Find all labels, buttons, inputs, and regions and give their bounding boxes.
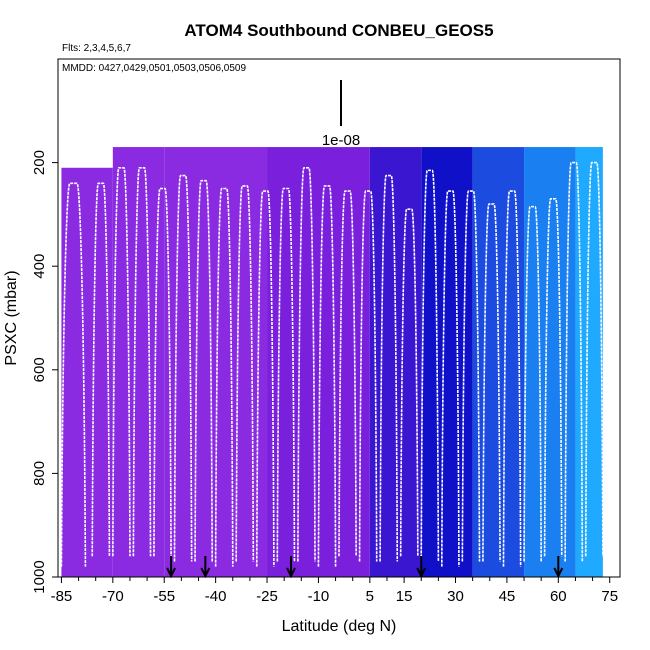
x-tick-label: 30 (447, 588, 464, 605)
flight-profile-track (235, 185, 255, 562)
flight-profile-track (132, 166, 152, 557)
flight-profile-track (153, 187, 172, 557)
flight-profile-track (461, 190, 481, 562)
x-tick-label: -25 (256, 588, 278, 605)
profile-marker-arrowhead (553, 567, 564, 579)
flight-profile-track (399, 208, 419, 557)
x-tick-label: -85 (51, 588, 73, 605)
x-tick-label: -10 (308, 588, 330, 605)
flight-profile-track (564, 161, 584, 562)
flight-profile-track (358, 190, 378, 562)
flight-profile-track (338, 190, 357, 557)
flight-profile-track (297, 166, 316, 562)
x-tick-label: -40 (205, 588, 227, 605)
flight-profile-track (523, 205, 542, 562)
y-tick-label: 800 (31, 461, 48, 486)
plot-frame (57, 58, 621, 578)
x-tick-label: 60 (550, 588, 567, 605)
x-axis: -85 -70 -55 -40 -25 -10 5 15 30 45 60 75 (51, 577, 618, 605)
y-axis: 200 400 600 800 1000 (31, 150, 58, 594)
chart-title: ATOM4 Southbound CONBEU_GEOS5 (184, 21, 493, 40)
y-tick-label: 600 (31, 357, 48, 382)
x-tick-label: 75 (601, 588, 618, 605)
y-tick-label: 200 (31, 150, 48, 175)
x-tick-label: 15 (396, 588, 413, 605)
x-tick-label: 5 (366, 588, 374, 605)
profile-marker-arrowhead (416, 567, 427, 579)
flight-profile-track (543, 198, 563, 557)
flight-profile-track (60, 182, 87, 567)
curtain-segment (524, 147, 576, 577)
flight-profile-track (255, 190, 275, 567)
curtain-segment (112, 147, 165, 577)
profile-marker-arrowhead (286, 567, 296, 579)
x-tick-label: -70 (102, 588, 124, 605)
flight-profile-track (214, 187, 234, 567)
plot-area (60, 147, 604, 579)
flights-subtitle: Flts: 2,3,4,5,6,7 (62, 43, 131, 54)
x-tick-label: 45 (499, 588, 516, 605)
profile-marker-arrowhead (200, 567, 211, 579)
flight-profile-track (420, 169, 440, 562)
x-axis-title: Latitude (deg N) (282, 618, 397, 635)
flight-profile-track (379, 174, 399, 562)
x-tick-label: -55 (153, 588, 175, 605)
y-tick-label: 400 (31, 254, 48, 279)
curtain-segment (61, 167, 113, 577)
flight-profile-track (502, 190, 522, 567)
flight-profile-track (173, 174, 193, 562)
flight-profile-track (441, 190, 460, 567)
y-axis-title: PSXC (mbar) (3, 270, 20, 365)
profile-marker-arrowhead (166, 567, 176, 579)
flight-profile-track (584, 161, 604, 557)
y-tick-label: 1000 (31, 560, 48, 593)
scale-label: 1e-08 (322, 132, 360, 149)
curtain-segment (421, 147, 473, 577)
flight-profile-track (112, 166, 131, 557)
dates-subtitle: MMDD: 0427,0429,0501,0503,0506,0509 (62, 63, 246, 74)
flight-profile-track (482, 203, 501, 562)
